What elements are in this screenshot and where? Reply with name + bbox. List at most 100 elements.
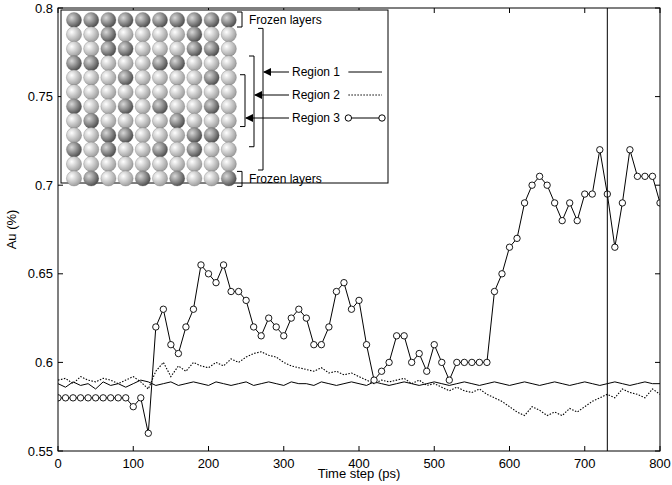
atom <box>170 27 185 42</box>
plot-data <box>58 8 660 451</box>
atom <box>66 70 81 85</box>
frozen-bracket <box>237 12 242 27</box>
series-marker <box>303 315 309 321</box>
atom <box>135 99 150 114</box>
series-marker <box>145 430 151 436</box>
legend-label: Region 2 <box>292 88 340 102</box>
atom <box>135 142 150 157</box>
atom <box>66 142 81 157</box>
series-marker <box>574 217 580 223</box>
atom <box>135 171 150 186</box>
series-marker <box>220 262 226 268</box>
atom <box>135 113 150 128</box>
x-tick-label: 300 <box>273 456 295 471</box>
atom <box>187 41 202 56</box>
series-marker <box>62 395 68 401</box>
x-tick <box>509 8 510 13</box>
legend-arrow <box>264 72 289 73</box>
series-marker <box>521 200 527 206</box>
series-marker <box>627 147 633 153</box>
series-marker <box>326 324 332 330</box>
atom <box>152 171 167 186</box>
atom <box>101 128 116 143</box>
annotation: Frozen layers <box>249 13 322 27</box>
series-marker <box>559 217 565 223</box>
atom <box>170 156 185 171</box>
atom <box>187 12 202 27</box>
inset: Frozen layersFrozen layersRegion 1Region… <box>61 10 388 186</box>
atom <box>66 41 81 56</box>
series-marker <box>250 324 256 330</box>
atom <box>66 99 81 114</box>
atom <box>66 84 81 99</box>
atom <box>221 99 236 114</box>
series-marker <box>386 359 392 365</box>
series-marker <box>371 377 377 383</box>
atom <box>135 12 150 27</box>
series-marker <box>281 333 287 339</box>
atom <box>118 99 133 114</box>
series-marker <box>642 173 648 179</box>
series-marker <box>235 288 241 294</box>
annotation: Frozen layers <box>249 172 322 186</box>
atom <box>170 70 185 85</box>
y-tick-label: 0.75 <box>28 89 53 104</box>
atom <box>221 84 236 99</box>
atom <box>152 128 167 143</box>
atom <box>84 99 99 114</box>
series-marker <box>318 341 324 347</box>
series-marker <box>213 279 219 285</box>
x-tick <box>208 446 209 451</box>
series-line <box>58 150 660 434</box>
series-marker <box>175 350 181 356</box>
series-marker <box>205 271 211 277</box>
region-bracket <box>249 56 254 147</box>
series-marker <box>491 288 497 294</box>
x-tick-label: 800 <box>649 456 671 471</box>
series-marker <box>454 359 460 365</box>
x-tick <box>434 8 435 13</box>
atom <box>204 171 219 186</box>
atom <box>187 70 202 85</box>
atom <box>204 41 219 56</box>
x-tick-label: 600 <box>499 456 521 471</box>
x-tick-label: 400 <box>348 456 370 471</box>
series-marker <box>296 306 302 312</box>
atom <box>170 128 185 143</box>
atom <box>84 84 99 99</box>
atom <box>135 27 150 42</box>
y-tick <box>655 185 660 186</box>
plot-frame <box>58 8 660 451</box>
atom <box>118 70 133 85</box>
atom <box>187 56 202 71</box>
atom <box>221 56 236 71</box>
atom <box>170 84 185 99</box>
vertical-line <box>607 8 608 451</box>
chart: Time step (ps)Au (%)01002003004005006007… <box>0 0 672 485</box>
series-marker <box>333 288 339 294</box>
atom <box>221 156 236 171</box>
atom <box>118 27 133 42</box>
atom <box>118 142 133 157</box>
atom <box>84 70 99 85</box>
series-marker <box>499 271 505 277</box>
series-marker <box>649 173 655 179</box>
series-marker <box>401 333 407 339</box>
x-tick <box>584 8 585 13</box>
atom <box>204 70 219 85</box>
y-tick-label: 0.7 <box>35 178 53 193</box>
atom <box>221 128 236 143</box>
atom <box>66 56 81 71</box>
x-tick <box>133 446 134 451</box>
x-tick-label: 0 <box>54 456 61 471</box>
series-marker <box>341 279 347 285</box>
atom <box>84 41 99 56</box>
atom <box>84 128 99 143</box>
atom <box>101 84 116 99</box>
atom <box>152 56 167 71</box>
series-marker <box>582 191 588 197</box>
series-marker <box>130 404 136 410</box>
atom <box>221 142 236 157</box>
series-line <box>58 352 660 416</box>
series-marker <box>469 359 475 365</box>
